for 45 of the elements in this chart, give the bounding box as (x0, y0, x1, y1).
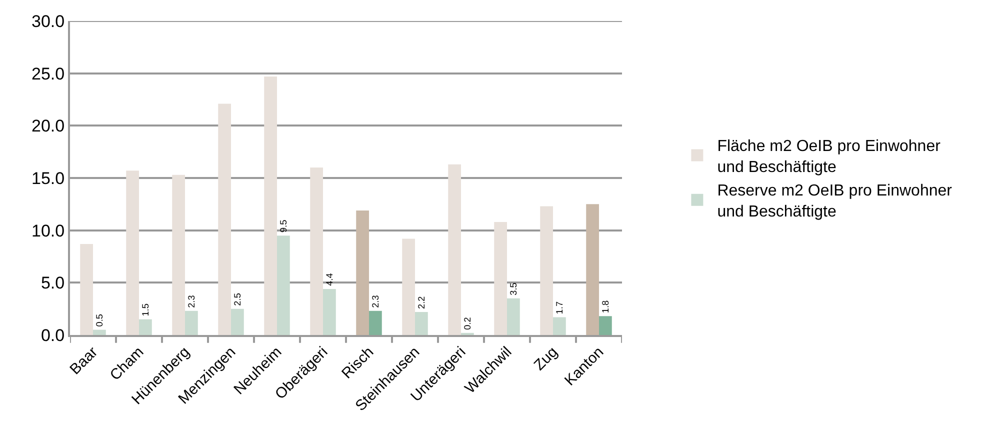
bar (231, 308, 244, 335)
text: 0.0 (40, 326, 65, 345)
data-label: 1.7 (554, 301, 565, 314)
bar (323, 288, 336, 335)
data-label: 1.8 (600, 300, 611, 314)
bar (277, 236, 290, 335)
bar (93, 330, 106, 335)
bar (369, 310, 382, 335)
bar (402, 238, 415, 335)
data-label: 2.3 (370, 295, 381, 308)
text: 5.0 (40, 274, 65, 293)
bar (586, 204, 599, 335)
x-tick-label: Zug (530, 344, 562, 374)
bar (553, 317, 566, 335)
legend-label: Fläche m2 OeIB pro Einwohner und Beschäftigte (717, 138, 942, 176)
data-label: 9.5 (278, 220, 289, 233)
bar (415, 312, 428, 335)
data-label: 2.3 (186, 295, 197, 308)
data-label: 2.2 (416, 296, 427, 309)
text: 20.0 (32, 116, 65, 136)
data-label: 0.2 (462, 317, 473, 330)
data-label: 1.5 (140, 304, 151, 316)
bar (80, 244, 93, 335)
bar (540, 206, 553, 335)
text: 25.0 (32, 64, 65, 84)
bar (507, 298, 520, 335)
bar (218, 104, 231, 335)
bar (172, 174, 185, 335)
data-label: 4.4 (324, 273, 335, 286)
bar (264, 76, 277, 335)
data-label: 2.5 (232, 293, 243, 306)
bar (310, 168, 323, 335)
text: 10.0 (32, 221, 65, 240)
legend-label: Reserve m2 OeIB pro Einwohner und Beschäftigte (717, 182, 953, 221)
bar (356, 210, 369, 335)
bar (185, 310, 198, 335)
data-label: 0.5 (94, 314, 105, 327)
bar (139, 319, 152, 335)
bar (494, 222, 507, 335)
data-label: 3.5 (508, 282, 519, 296)
bar (448, 164, 461, 335)
bar (599, 316, 612, 335)
bar (126, 170, 139, 335)
text: 15.0 (32, 168, 65, 188)
text: 30.0 (32, 12, 65, 31)
